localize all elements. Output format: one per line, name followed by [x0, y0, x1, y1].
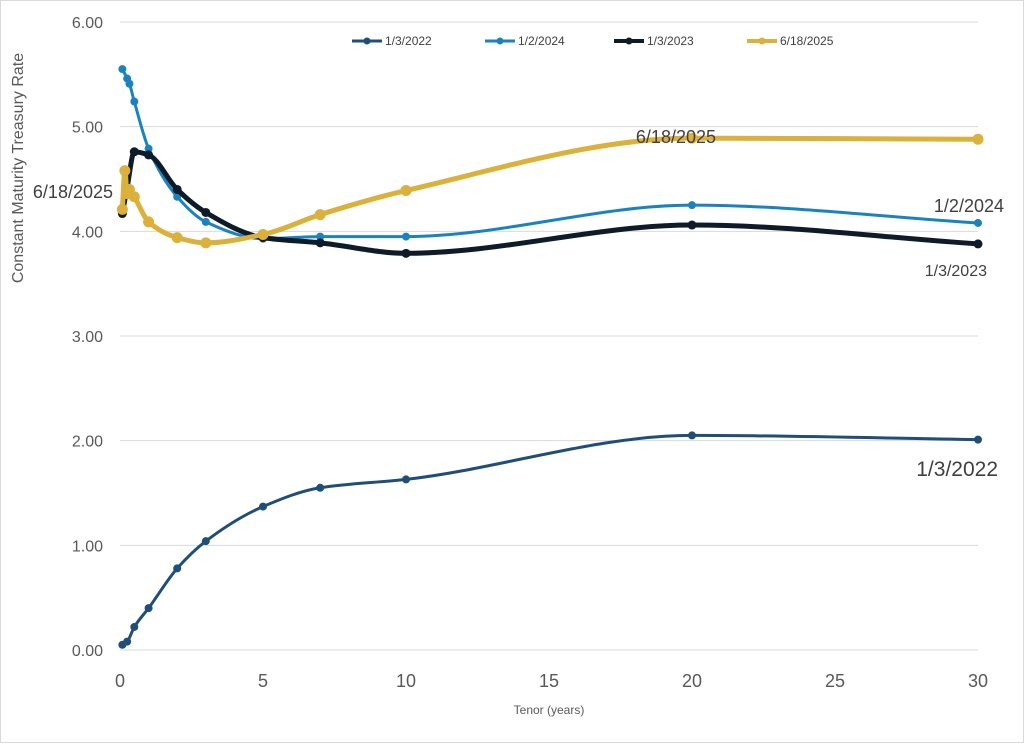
data-point — [259, 502, 267, 511]
legend: 1/3/2022 1/2/2024 1/3/2023 6/18/2025 — [352, 34, 834, 48]
data-point — [401, 248, 411, 258]
label-1-3-2023: 1/3/2023 — [925, 263, 987, 280]
y-tick-label: 2.00 — [72, 434, 103, 451]
data-point — [172, 184, 182, 194]
label-6-18-2025-mid: 6/18/2025 — [636, 127, 716, 147]
data-point — [974, 435, 982, 444]
x-tick-label: 0 — [115, 671, 125, 691]
data-point — [130, 622, 139, 631]
y-tick-label: 3.00 — [72, 329, 103, 346]
label-1-2-2024: 1/2/2024 — [934, 196, 1004, 216]
legend-label: 1/2/2024 — [518, 34, 565, 48]
data-point — [686, 132, 698, 144]
legend-swatch-marker — [758, 37, 766, 45]
label-1-3-2022: 1/3/2022 — [916, 458, 998, 481]
data-point — [688, 201, 696, 210]
series-annotations: 1/2/2024 1/3/2023 1/3/2022 6/18/2025 6/18/20… — [33, 127, 1004, 481]
series-3 — [116, 132, 984, 249]
x-axis-label: Tenor (years) — [514, 703, 585, 717]
data-point — [119, 165, 131, 177]
x-tick-label: 25 — [825, 671, 845, 691]
data-point — [315, 238, 325, 248]
legend-item: 1/3/2022 — [352, 34, 432, 48]
y-tick-label: 4.00 — [72, 224, 103, 241]
data-point — [118, 65, 127, 74]
data-point — [316, 232, 325, 241]
data-point — [173, 564, 182, 573]
data-point — [143, 216, 155, 228]
data-point — [171, 232, 183, 244]
data-point — [123, 637, 132, 646]
legend-label: 1/3/2023 — [647, 34, 694, 48]
data-point — [144, 150, 154, 160]
legend-swatch-marker — [496, 37, 504, 45]
data-point — [144, 144, 153, 153]
legend-label: 1/3/2022 — [385, 34, 432, 48]
data-point — [974, 218, 982, 227]
data-point — [973, 239, 983, 249]
legend-swatch-marker — [625, 37, 633, 45]
data-point — [687, 220, 697, 230]
series-0 — [118, 431, 982, 649]
legend-swatch-marker — [363, 37, 371, 45]
data-point — [972, 133, 984, 145]
data-point — [257, 228, 269, 240]
legend-item: 1/3/2023 — [614, 34, 694, 48]
x-tick-labels: 0 5 10 15 20 25 30 — [115, 671, 988, 691]
y-tick-label: 1.00 — [72, 538, 103, 555]
data-point — [116, 203, 128, 215]
x-tick-label: 20 — [682, 671, 702, 691]
data-point — [200, 237, 212, 249]
data-point — [402, 232, 410, 241]
x-tick-label: 15 — [539, 671, 559, 691]
data-point — [144, 604, 153, 613]
data-point — [125, 79, 134, 88]
data-point — [201, 217, 210, 226]
data-point — [400, 185, 412, 197]
x-tick-label: 30 — [968, 671, 988, 691]
data-point — [201, 207, 211, 217]
data-point — [314, 209, 326, 221]
x-tick-label: 10 — [396, 671, 416, 691]
x-tick-label: 5 — [258, 671, 268, 691]
data-point — [688, 431, 696, 440]
y-axis-label: Constant Maturity Treasury Rate — [10, 53, 27, 283]
y-tick-label: 0.00 — [72, 643, 103, 660]
data-point — [316, 483, 325, 492]
y-tick-label: 5.00 — [72, 120, 103, 137]
data-point — [129, 147, 139, 157]
label-6-18-2025-start: 6/18/2025 — [33, 182, 113, 202]
legend-item: 1/2/2024 — [485, 34, 565, 48]
data-point — [402, 475, 410, 484]
series-group — [116, 65, 984, 649]
legend-label: 6/18/2025 — [780, 34, 834, 48]
data-point — [130, 97, 139, 106]
data-point — [201, 537, 210, 546]
legend-item: 6/18/2025 — [747, 34, 834, 48]
y-tick-label: 6.00 — [72, 15, 103, 32]
y-tick-labels: 0.00 1.00 2.00 3.00 4.00 5.00 6.00 — [72, 15, 103, 660]
data-point — [128, 191, 140, 203]
